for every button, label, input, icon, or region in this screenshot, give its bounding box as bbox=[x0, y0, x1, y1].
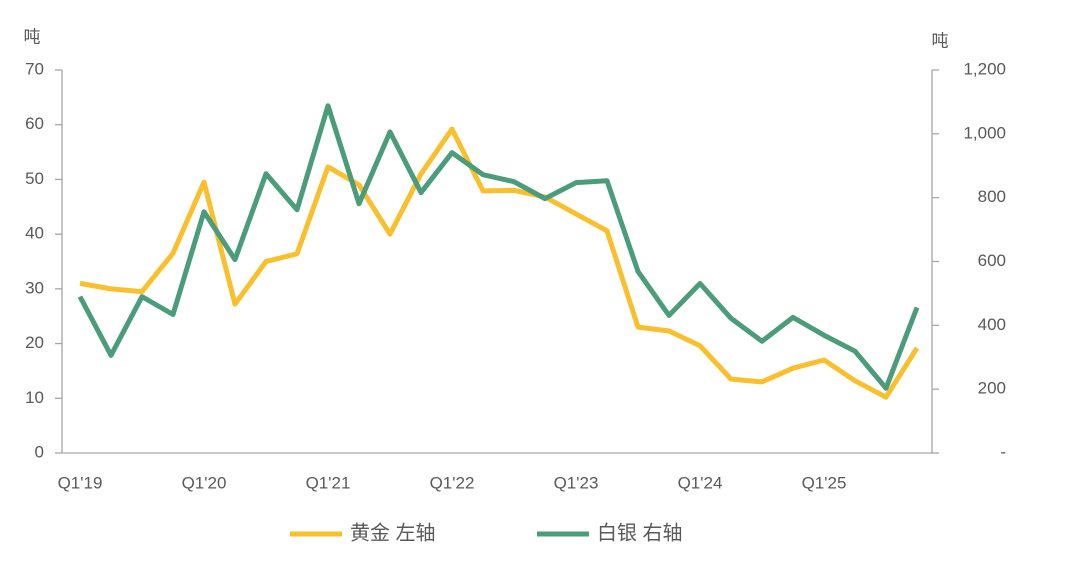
y2-axis-label: 吨 bbox=[932, 31, 949, 50]
y2-tick-label: 200 bbox=[978, 379, 1006, 398]
x-tick-label: Q1'23 bbox=[554, 473, 599, 492]
y2-tick-label: 600 bbox=[978, 251, 1006, 270]
y2-tick-label: 800 bbox=[978, 187, 1006, 206]
y-tick-label: 70 bbox=[25, 59, 44, 78]
y-tick-label: 30 bbox=[25, 278, 44, 297]
x-tick-label: Q1'25 bbox=[802, 473, 847, 492]
legend-label: 白银 右轴 bbox=[597, 521, 683, 544]
y-tick-label: 10 bbox=[25, 388, 44, 407]
series-line bbox=[77, 103, 920, 391]
legend-label: 黄金 左轴 bbox=[350, 521, 436, 544]
series-line bbox=[79, 126, 920, 400]
y-tick-label: 0 bbox=[35, 442, 44, 461]
y2-tick-label: 400 bbox=[978, 315, 1006, 334]
x-tick-label: Q1'24 bbox=[678, 473, 723, 492]
y-tick-label: 50 bbox=[25, 169, 44, 188]
y-tick-label: 20 bbox=[25, 333, 44, 352]
x-tick-label: Q1'19 bbox=[58, 473, 103, 492]
y2-tick-label: - bbox=[1000, 442, 1006, 461]
y-tick-label: 60 bbox=[25, 114, 44, 133]
y-tick-label: 40 bbox=[25, 224, 44, 243]
x-tick-label: Q1'22 bbox=[430, 473, 475, 492]
y-axis-label: 吨 bbox=[24, 27, 41, 46]
y2-tick-label: 1,000 bbox=[963, 123, 1006, 142]
x-tick-label: Q1'20 bbox=[182, 473, 227, 492]
x-tick-label: Q1'21 bbox=[306, 473, 351, 492]
y2-tick-label: 1,200 bbox=[963, 59, 1006, 78]
